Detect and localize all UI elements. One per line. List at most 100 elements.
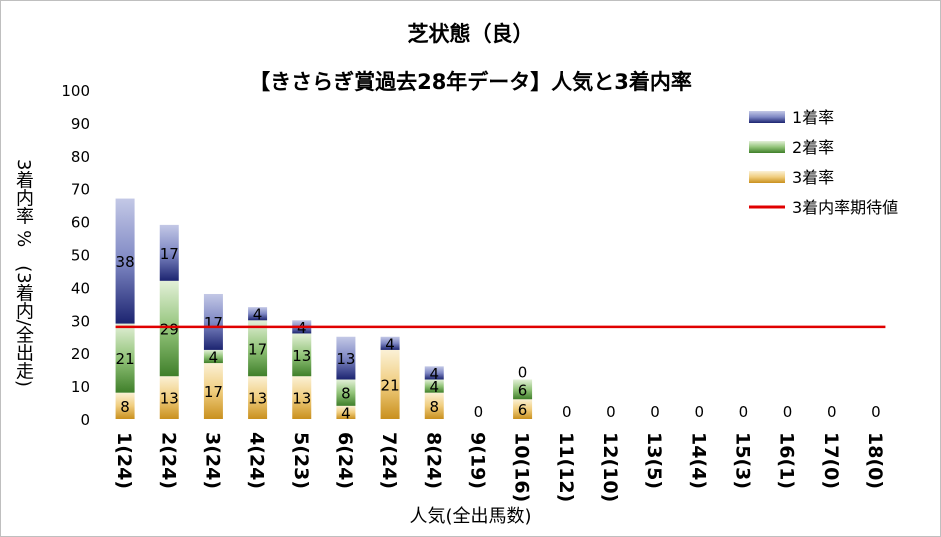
y-tick-label: 100	[61, 82, 90, 100]
bar-segment	[115, 323, 135, 393]
data-label: 0	[871, 403, 881, 421]
legend-swatch	[749, 111, 785, 123]
bar-segment	[115, 392, 135, 419]
y-tick-label: 80	[71, 148, 90, 166]
bar-segment	[292, 333, 312, 377]
x-tick-label: 1(24)	[113, 432, 135, 489]
y-tick-label: 40	[71, 279, 90, 297]
bar-segment	[292, 376, 312, 419]
x-tick-label: 4(24)	[246, 432, 268, 489]
data-label: 0	[650, 403, 660, 421]
chart-title: 芝状態（良）	[407, 22, 534, 46]
data-label: 0	[827, 403, 837, 421]
data-label: 0	[606, 403, 616, 421]
legend-label: 3着内率期待値	[792, 198, 898, 217]
data-label: 8	[120, 398, 130, 416]
bar-segment	[513, 379, 533, 400]
legend-label: 2着率	[792, 138, 834, 157]
data-label: 13	[292, 390, 311, 408]
y-tick-label: 50	[71, 247, 90, 265]
bar-segment	[424, 379, 444, 393]
data-label: 4	[341, 404, 351, 422]
data-label: 4	[429, 378, 439, 396]
data-label: 0	[562, 403, 572, 421]
data-label: 17	[204, 383, 223, 401]
x-axis: 1(24) 2(24) 3(24) 4(24) 5(23) 6(24) 7(24) 8(24)…	[113, 432, 886, 502]
data-label: 13	[292, 347, 311, 365]
bars: 8213813291717417131741313448132104844066…	[115, 198, 886, 422]
bar-segment	[380, 336, 400, 350]
data-label: 8	[341, 385, 351, 403]
bar-segment	[380, 349, 400, 419]
data-label: 17	[160, 245, 179, 263]
data-label: 21	[381, 376, 400, 394]
x-tick-label: 3(24)	[201, 432, 223, 489]
data-label: 0	[518, 364, 528, 382]
data-label: 6	[518, 381, 528, 399]
x-axis-title: 人気(全出馬数)	[409, 506, 532, 527]
x-tick-label: 16(1)	[776, 432, 798, 489]
x-tick-label: 14(4)	[687, 432, 709, 489]
bar-segment	[336, 336, 356, 380]
legend-label: 1着率	[792, 108, 834, 127]
data-label: 4	[209, 348, 219, 366]
data-label: 17	[248, 340, 267, 358]
y-axis-title: 3着内率 % (3着内/全出走)	[13, 159, 34, 387]
bar-segment	[513, 399, 533, 419]
legend-swatch	[749, 171, 785, 183]
x-tick-label: 17(0)	[820, 432, 842, 489]
legend-label: 3着率	[792, 168, 834, 187]
bar-segment	[159, 280, 179, 377]
data-label: 21	[116, 350, 135, 368]
bar-segment	[159, 224, 179, 281]
x-tick-label: 5(23)	[290, 432, 312, 489]
y-tick-label: 70	[71, 181, 90, 199]
data-label: 4	[385, 335, 395, 353]
data-label: 38	[116, 253, 135, 271]
data-label: 13	[336, 350, 355, 368]
y-axis: 0 10 20 30 40 50 60 70 80 90 100	[61, 82, 90, 429]
bar-segment	[424, 366, 444, 380]
legend-swatch	[749, 141, 785, 153]
x-tick-label: 9(19)	[466, 432, 488, 489]
x-tick-label: 2(24)	[157, 432, 179, 489]
y-tick-label: 60	[71, 214, 90, 232]
data-label: 6	[518, 401, 528, 419]
x-tick-label: 18(0)	[864, 432, 886, 489]
x-tick-label: 10(16)	[511, 432, 533, 502]
data-label: 4	[253, 306, 263, 324]
bar-segment	[159, 376, 179, 419]
bar-segment	[115, 198, 135, 324]
x-tick-label: 11(12)	[555, 432, 577, 502]
bar-segment	[336, 405, 356, 419]
x-tick-label: 6(24)	[334, 432, 356, 489]
data-label: 13	[160, 390, 179, 408]
data-label: 0	[474, 403, 484, 421]
data-label: 29	[160, 321, 179, 339]
bar-segment	[336, 379, 356, 406]
bar-segment	[424, 392, 444, 419]
data-label: 0	[783, 403, 793, 421]
data-label: 0	[694, 403, 704, 421]
data-label: 17	[204, 314, 223, 332]
x-tick-label: 7(24)	[378, 432, 400, 489]
y-tick-label: 30	[71, 312, 90, 330]
bar-segment	[203, 349, 223, 364]
data-label: 13	[248, 390, 267, 408]
bar-segment	[248, 376, 268, 419]
data-label: 0	[739, 403, 749, 421]
bar-segment	[248, 320, 268, 377]
x-tick-label: 12(10)	[599, 432, 621, 502]
y-tick-label: 10	[71, 378, 90, 396]
bar-segment	[203, 363, 223, 419]
y-tick-label: 0	[80, 411, 90, 429]
data-label: 8	[429, 398, 439, 416]
x-tick-label: 15(3)	[731, 432, 753, 489]
x-tick-label: 13(5)	[643, 432, 665, 489]
bar-segment	[248, 307, 268, 321]
bar-segment	[203, 293, 223, 350]
data-label: 4	[429, 365, 439, 383]
y-tick-label: 90	[71, 115, 90, 133]
